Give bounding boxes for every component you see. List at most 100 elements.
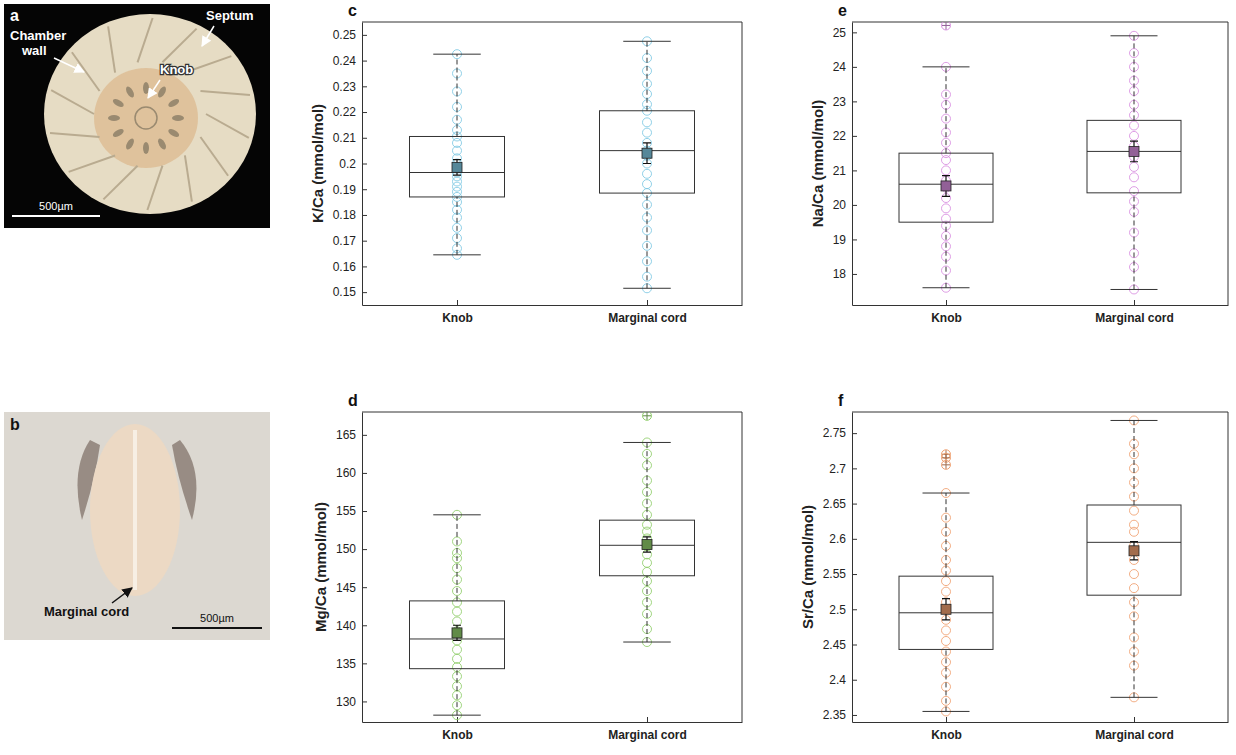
x-tick-label: Knob — [442, 728, 473, 742]
y-tick-label: 18 — [833, 267, 847, 281]
y-tick-mark — [362, 473, 367, 474]
y-tick-mark — [852, 32, 857, 33]
data-point — [942, 577, 951, 586]
y-tick-mark — [852, 170, 857, 171]
x-tick: Marginal cord — [608, 300, 687, 325]
septum-line — [185, 155, 192, 201]
y-tick-mark — [852, 433, 857, 434]
chart-panel: 2.352.42.452.52.552.62.652.72.75KnobMarg… — [799, 392, 1229, 742]
septum-line — [147, 166, 162, 210]
y-tick: 2.35 — [823, 708, 857, 722]
mean-marker — [1129, 146, 1139, 156]
outlier-plus — [643, 412, 651, 420]
chart-panel: 0.150.160.170.180.190.20.210.220.230.240… — [309, 2, 743, 325]
x-axis: KnobMarginal cord — [363, 300, 743, 325]
y-tick-label: 140 — [336, 619, 356, 633]
y-axis: 2.352.42.452.52.552.62.652.72.75 — [823, 413, 857, 723]
data-point — [453, 187, 462, 196]
whisker-cap — [923, 711, 970, 712]
x-axis: KnobMarginal cord — [853, 717, 1229, 742]
y-tick-mark — [852, 205, 857, 206]
proloculus — [135, 107, 157, 129]
y-tick-mark — [852, 680, 857, 681]
whisker-cap — [1111, 289, 1158, 290]
data-point — [1130, 570, 1139, 579]
y-tick-mark — [362, 549, 367, 550]
marks — [410, 37, 695, 293]
y-tick-label: 2.7 — [829, 462, 846, 476]
mean-marker — [452, 162, 462, 172]
x-tick-label: Knob — [931, 728, 962, 742]
outlier-plus — [942, 461, 950, 469]
y-tick-mark — [852, 101, 857, 102]
septum-line — [51, 90, 94, 114]
mean-marker — [452, 628, 462, 638]
septum-line — [72, 52, 100, 91]
y-tick: 25 — [833, 26, 857, 40]
y-tick: 2.6 — [829, 532, 857, 546]
y-tick: 2.5 — [829, 603, 857, 617]
data-point — [1130, 173, 1139, 182]
image-panel: Marginal cord500µmb — [4, 412, 270, 640]
y-tick-label: 24 — [833, 60, 847, 74]
shell-center — [94, 68, 198, 168]
data-point — [1130, 520, 1139, 529]
box — [410, 601, 505, 669]
y-tick-label: 145 — [336, 581, 356, 595]
chart-panel: 130135140145150155160165KnobMarginal cor… — [312, 392, 743, 742]
mean-error-bar — [1130, 141, 1138, 162]
y-tick-mark — [852, 136, 857, 137]
cord-line — [133, 430, 137, 590]
y-tick-label: 0.2 — [339, 157, 356, 171]
data-point — [942, 636, 951, 645]
x-tick: Knob — [931, 300, 962, 325]
y-tick-label: 0.16 — [333, 260, 357, 274]
label-arrow — [112, 588, 132, 603]
whisker — [457, 669, 458, 715]
whisker-cap — [433, 514, 481, 515]
x-tick-mark — [1134, 717, 1135, 722]
y-axis: 1819202122232425 — [833, 23, 857, 306]
y-axis-line — [852, 413, 853, 723]
whisker — [457, 54, 458, 136]
y-tick: 2.7 — [829, 462, 857, 476]
y-tick: 0.19 — [333, 183, 367, 197]
data-point — [453, 607, 462, 616]
y-tick: 0.16 — [333, 260, 367, 274]
y-tick-label: 155 — [336, 504, 356, 518]
box-group — [899, 450, 993, 716]
image-label: Chamberwall — [10, 28, 66, 58]
image-label: Marginal cord — [44, 604, 129, 619]
scale-bar — [12, 215, 100, 217]
mean-error-bar — [453, 625, 461, 640]
y-tick-label: 160 — [336, 466, 356, 480]
mean-error-bar — [643, 143, 651, 164]
whisker — [647, 41, 648, 110]
whisker — [946, 67, 947, 153]
outlier — [942, 22, 951, 30]
y-tick: 0.24 — [333, 54, 367, 68]
y-tick: 135 — [336, 657, 367, 671]
y-tick-label: 0.24 — [333, 54, 357, 68]
mean-marker — [941, 604, 951, 614]
septum-line — [50, 133, 100, 137]
y-tick-label: 2.45 — [823, 638, 847, 652]
plot-frame — [852, 412, 1228, 413]
shell — [44, 14, 256, 214]
knob-dot — [156, 85, 167, 98]
x-tick: Marginal cord — [608, 717, 687, 742]
mean-error-bar — [1130, 542, 1138, 560]
data-point — [942, 204, 951, 213]
y-tick-mark — [852, 274, 857, 275]
y-tick-mark — [362, 61, 367, 62]
x-axis-line — [363, 305, 743, 306]
y-axis: 130135140145150155160165 — [336, 413, 367, 723]
data-point — [453, 177, 462, 186]
whisker-cap — [623, 41, 671, 42]
y-tick: 0.23 — [333, 80, 367, 94]
y-tick-label: 0.17 — [333, 234, 357, 248]
y-tick-mark — [362, 266, 367, 267]
y-tick-mark — [362, 35, 367, 36]
y-tick: 155 — [336, 504, 367, 518]
mean-error-bar — [942, 599, 950, 620]
